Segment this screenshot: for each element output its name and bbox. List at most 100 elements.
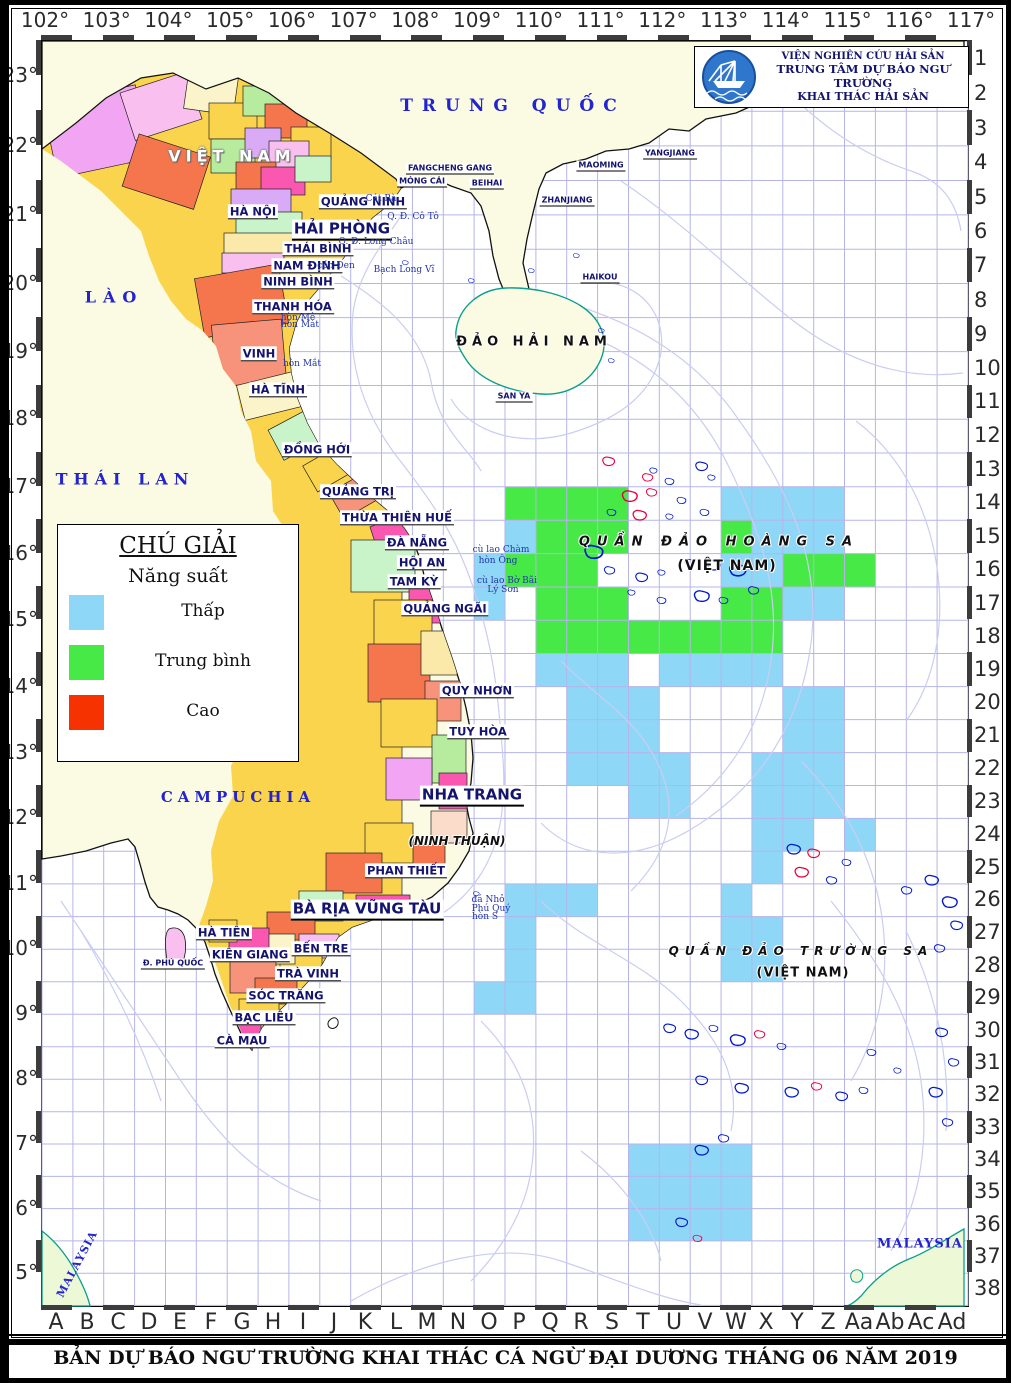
forecast-cell-low: [751, 785, 783, 819]
axis-bottom-col: Q: [541, 1310, 559, 1335]
axis-left-lat: 22°: [2, 133, 38, 157]
axis-bottom-col: K: [357, 1310, 373, 1335]
island-label: hòn S: [471, 912, 499, 922]
axis-left-lat: 15°: [2, 607, 38, 631]
forecast-cell-medium: [628, 620, 660, 654]
logo-line2: TRUNG TÂM DỰ BÁO NGƯ TRƯỜNG: [776, 62, 950, 90]
axis-bottom-col: W: [725, 1310, 747, 1335]
place-label: BẠC LIÊU: [232, 1010, 296, 1026]
forecast-cell-low: [597, 686, 629, 720]
place-label: KIÊN GIANG: [209, 947, 291, 963]
institute-logo-box: VIỆN NGHIÊN CỨU HẢI SẢN TRUNG TÂM DỰ BÁO…: [694, 46, 969, 108]
axis-right-rownum: 27: [974, 920, 1001, 944]
axis-left-lat: 13°: [2, 740, 38, 764]
axis-top-lon: 104°: [144, 8, 193, 32]
place-label: SAN YA: [495, 391, 533, 403]
axis-right-rownum: 13: [974, 457, 1001, 481]
forecast-cell-low: [566, 752, 598, 786]
place-label: QUẢNG TRỊ: [319, 484, 397, 500]
forecast-cell-medium: [721, 620, 752, 654]
border-tick: [967, 40, 972, 76]
axis-bottom-col: C: [110, 1310, 126, 1335]
ship-logo-icon: [702, 50, 756, 104]
island-label: Lý Sơn: [487, 585, 519, 595]
axis-right-rownum: 34: [974, 1147, 1001, 1171]
border-tick: [658, 1305, 690, 1310]
axis-left-lat: 23°: [2, 63, 38, 87]
place-label: HỘI AN: [396, 555, 448, 571]
forecast-cell-medium: [505, 486, 536, 521]
axis-right-rownum: 16: [974, 557, 1001, 581]
axis-bottom-col: I: [299, 1310, 307, 1335]
axis-top-lon: 113°: [699, 8, 749, 32]
place-label: TAM KỲ: [387, 574, 441, 590]
forecast-cell-low: [813, 785, 845, 819]
border-tick: [349, 1305, 381, 1310]
legend-box: CHÚ GIẢI Năng suất Thấp Trung bình Cao: [57, 524, 299, 762]
axis-left-lat: 9°: [15, 1001, 38, 1025]
axis-top-lon: 117°: [946, 8, 996, 32]
axis-bottom-col: Y: [790, 1310, 804, 1335]
border-tick: [967, 915, 972, 949]
axis-bottom-col: Ac: [907, 1310, 935, 1335]
axis-right-rownum: 5: [974, 185, 988, 209]
forecast-cell-low: [628, 686, 660, 720]
axis-top-lon: 112°: [638, 8, 687, 32]
place-label: ĐÀ NẴNG: [384, 535, 450, 551]
axis-top-lon: 114°: [761, 8, 810, 32]
place-label: BEIHAI: [469, 178, 505, 190]
island-label: cồn Đen: [317, 261, 355, 271]
forecast-cell-low: [721, 653, 752, 687]
forecast-cell-low: [659, 785, 691, 819]
forecast-cell-low: [813, 486, 845, 521]
axis-left-lat: 7°: [15, 1131, 38, 1155]
forecast-cell-medium: [597, 520, 629, 554]
axis-right-rownum: 2: [974, 81, 988, 105]
border-tick: [41, 1305, 72, 1310]
place-label: QUY NHƠN: [439, 683, 515, 699]
axis-right-rownum: 14: [974, 490, 1001, 514]
axis-top-lon: 116°: [885, 8, 934, 32]
forecast-cell-low: [597, 752, 629, 786]
sea-area-label: QUẦN ĐẢO TRƯỜNG SA: [668, 944, 934, 958]
axis-left-lat: 16°: [2, 541, 38, 565]
place-label: NAM ĐỊNH: [271, 258, 343, 274]
axis-right-rownum: 7: [974, 253, 988, 277]
place-label: ZHANJIANG: [539, 195, 595, 207]
place-label: HẢI PHÒNG: [291, 219, 393, 241]
axis-bottom-col: X: [758, 1310, 774, 1335]
title-separator: [0, 1334, 1011, 1345]
border-tick: [967, 980, 972, 1014]
axis-top-lon: 110°: [514, 8, 563, 32]
forecast-cell-low: [782, 520, 814, 554]
forecast-cell-medium: [751, 620, 783, 654]
axis-right-rownum: 24: [974, 822, 1001, 846]
forecast-cell-low: [751, 851, 783, 884]
border-tick: [287, 35, 319, 40]
place-label: QUẢNG NGÃI: [401, 601, 489, 617]
place-label: TUY HÒA: [447, 724, 509, 740]
axis-bottom-col: E: [173, 1310, 187, 1335]
border-tick: [473, 1305, 504, 1310]
sea-area-label: (VIỆT NAM): [756, 965, 850, 981]
place-label: THANH HÓA: [252, 299, 334, 315]
forecast-cell-medium: [844, 553, 876, 587]
axis-top-lon: 108°: [391, 8, 440, 32]
legend-item: Trung bình: [58, 637, 298, 687]
axis-right-rownum: 9: [974, 322, 988, 346]
axis-left-lat: 20°: [2, 271, 38, 295]
border-tick: [36, 585, 41, 620]
axis-left-lat: 19°: [2, 339, 38, 363]
forecast-cell-low: [751, 916, 783, 950]
axis-right-rownum: 23: [974, 789, 1001, 813]
island-label: Phú Quý: [471, 904, 511, 914]
forecast-cell-medium: [535, 620, 567, 654]
axis-right-rownum: 8: [974, 288, 988, 312]
border-tick: [473, 35, 504, 40]
island-label: Q. Đ. Long Châu: [338, 237, 414, 247]
border-tick: [226, 35, 258, 40]
legend-subtitle: Năng suất: [128, 565, 228, 587]
forecast-cell-medium: [782, 553, 814, 587]
border-tick: [781, 35, 813, 40]
